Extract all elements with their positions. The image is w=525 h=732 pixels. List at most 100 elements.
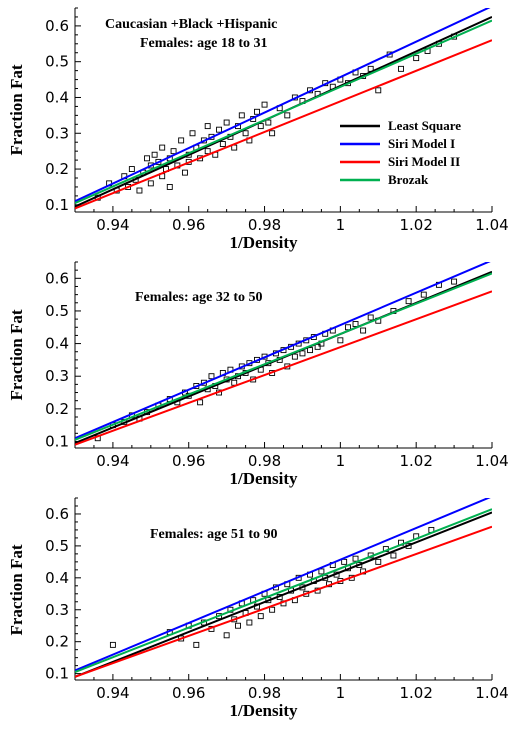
scatter-point (341, 558, 348, 565)
x-tick-label: 1.02 (399, 684, 432, 702)
plot-area (75, 498, 492, 678)
scatter-point (360, 327, 367, 334)
x-axis-title: 1/Density (230, 469, 299, 488)
x-tick-label: 0.94 (96, 452, 129, 470)
scatter-point (219, 141, 226, 147)
series-line-brozak (75, 508, 492, 673)
scatter-point (151, 151, 158, 158)
chart-title: Caucasian +Black +Hispanic (105, 17, 277, 32)
scatter-point (166, 183, 173, 190)
series-line-least-square (75, 511, 492, 678)
x-tick-label: 1.04 (475, 216, 508, 234)
y-tick-label: 0.5 (45, 53, 69, 71)
x-tick-label: 0.96 (172, 684, 205, 702)
x-tick-label: 1 (336, 452, 346, 470)
scatter-point (109, 641, 116, 648)
scatter-point (128, 166, 135, 173)
scatter-point (413, 55, 420, 62)
scatter-point (159, 144, 166, 151)
scatter-point (257, 123, 264, 130)
scatter-point (318, 568, 325, 575)
x-tick-label: 1.02 (399, 216, 432, 234)
scatter-point (238, 112, 245, 119)
x-tick-label: 1.04 (475, 684, 508, 702)
y-axis-title: Fraction Fat (7, 544, 26, 635)
x-tick-label: 1.02 (399, 452, 432, 470)
scatter-point (178, 137, 185, 144)
scatter-point (189, 130, 196, 137)
y-tick-label: 0.4 (45, 88, 69, 106)
y-tick-label: 0.1 (45, 196, 69, 214)
scatter-point (390, 552, 397, 559)
scatter-point (254, 108, 260, 115)
chart-panel-3: 0.94 0.96 0.98 1 1.02 1.04 0.1 0.2 0.3 0.4 0.5 0.6 1… (7, 497, 509, 720)
x-tick-label: 0.98 (248, 452, 281, 470)
chart-title: Females: age 32 to 50 (135, 290, 263, 305)
scatter-point (337, 337, 344, 344)
scatter-point (257, 613, 264, 620)
y-tick-label: 0.4 (45, 569, 69, 587)
plot-area (75, 8, 492, 210)
scatter-point (405, 298, 412, 305)
scatter-point (299, 350, 306, 357)
y-axis-title: Fraction Fat (7, 64, 26, 155)
y-tick-label: 0.3 (45, 601, 69, 619)
chart-title: Females: age 18 to 31 (140, 36, 268, 51)
y-tick-label: 0.2 (45, 160, 69, 178)
y-tick-label: 0.5 (45, 537, 69, 555)
plot-area (75, 262, 492, 446)
scatter-point (223, 119, 230, 126)
scatter-point (204, 123, 211, 130)
scatter-point (193, 641, 200, 648)
x-tick-label: 1 (336, 684, 346, 702)
chart-title: Females: age 51 to 90 (150, 527, 278, 542)
scatter-point (181, 169, 188, 176)
scatter-point (144, 155, 150, 162)
chart-panel-2: 0.94 0.96 0.98 1 1.02 1.04 0.1 0.2 0.3 0.4 0.5 0.6 1… (7, 261, 509, 488)
scatter-point (352, 321, 359, 327)
x-tick-label: 0.96 (172, 216, 205, 234)
series-line-siri-model-i (75, 262, 491, 440)
series-line-brozak (75, 272, 492, 441)
x-tick-label: 1.04 (475, 452, 508, 470)
y-tick-label: 0.1 (45, 665, 69, 683)
y-tick-label: 0.3 (45, 367, 69, 385)
x-axis-title: 1/Density (230, 233, 299, 252)
y-tick-label: 0.3 (45, 124, 69, 142)
scatter-point (269, 606, 276, 613)
legend-label: Least Square (388, 118, 461, 133)
y-tick-label: 0.6 (45, 269, 69, 287)
scatter-point (284, 112, 291, 119)
series-line-siri-model-i (75, 498, 491, 672)
legend-label: Siri Model II (388, 154, 460, 169)
y-tick-label: 0.1 (45, 432, 69, 450)
y-axis-title: Fraction Fat (7, 309, 26, 400)
x-tick-label: 0.98 (248, 216, 281, 234)
series-line-siri-model-ii (75, 290, 492, 446)
scatter-point (344, 324, 351, 331)
scatter-point (291, 353, 298, 360)
scatter-point (235, 622, 241, 629)
scatter-point (246, 619, 253, 626)
legend-label: Brozak (388, 172, 429, 187)
scatter-point (261, 101, 268, 108)
scatter-point (216, 126, 223, 133)
scatter-point (269, 130, 276, 137)
scatter-point (375, 558, 382, 565)
y-tick-label: 0.2 (45, 633, 69, 651)
x-tick-label: 0.94 (96, 216, 129, 234)
scatter-point (367, 314, 374, 321)
scatter-point (265, 119, 272, 126)
y-tick-label: 0.5 (45, 302, 69, 320)
series-line-brozak (75, 19, 492, 204)
scatter-point (242, 130, 249, 137)
x-tick-label: 1 (336, 216, 346, 234)
scatter-point (375, 87, 382, 94)
series-line-siri-model-ii (75, 39, 492, 210)
scatter-point (208, 373, 215, 380)
chart-panel-1: 0.94 0.96 0.98 1 1.02 1.04 0.1 0.2 0.3 0.4 0.5 0.6 1… (7, 7, 509, 252)
x-axis-title: 1/Density (230, 701, 299, 720)
scatter-point (170, 148, 177, 155)
y-tick-label: 0.6 (45, 17, 69, 35)
